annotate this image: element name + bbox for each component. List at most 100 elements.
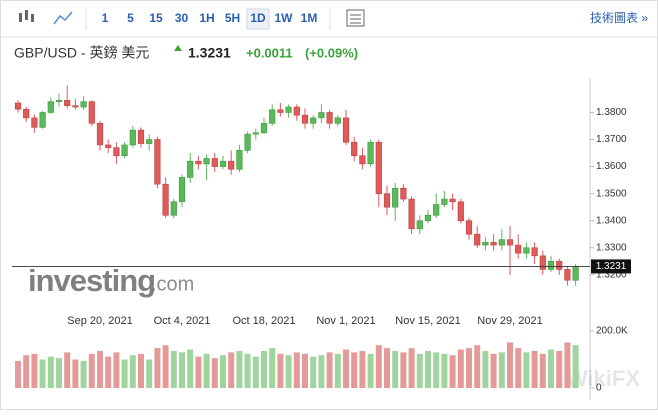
- volume-bar: [334, 353, 341, 388]
- candle-body: [392, 187, 399, 208]
- volume-bar: [15, 360, 21, 388]
- volume-bar: [539, 353, 546, 388]
- candle-body: [55, 99, 63, 102]
- candle-body: [121, 144, 128, 157]
- volume-bar: [490, 353, 497, 388]
- candle-body: [556, 260, 563, 270]
- interval-button[interactable]: 1W: [275, 11, 294, 25]
- change-percent: (+0.09%): [305, 45, 358, 60]
- candle-body: [113, 147, 120, 157]
- y-tick-label: 1.3500: [596, 188, 627, 199]
- volume-bar: [482, 350, 489, 388]
- volume-bar: [105, 356, 112, 388]
- volume-bar: [572, 345, 579, 388]
- candle-body: [498, 239, 505, 246]
- candle-body: [572, 266, 579, 281]
- candle-body: [23, 108, 30, 119]
- y-tick-label: 1.3800: [596, 107, 627, 118]
- volume-bar: [523, 352, 530, 388]
- candle-body: [219, 160, 227, 167]
- candle-body: [236, 150, 243, 170]
- interval-button[interactable]: 1M: [301, 11, 318, 25]
- volume-bar: [441, 353, 448, 388]
- volume-bar: [72, 359, 79, 388]
- candle-body: [433, 204, 440, 216]
- volume-bar: [261, 350, 267, 388]
- table-icon[interactable]: [346, 9, 365, 27]
- volume-bar: [326, 352, 333, 388]
- y2-tick-label: 200.0K: [596, 326, 628, 337]
- interval-button[interactable]: 1D: [250, 11, 266, 25]
- volume-bar: [351, 352, 358, 388]
- candle-icon[interactable]: [19, 10, 34, 22]
- candle-body: [293, 106, 300, 116]
- interval-button[interactable]: 5H: [225, 11, 240, 25]
- y-tick-label: 1.3300: [596, 242, 627, 253]
- advanced-chart-link[interactable]: 技術圖表 »: [590, 11, 648, 25]
- volume-bar: [375, 345, 382, 388]
- candle-body: [162, 183, 169, 216]
- x-tick-label: Sep 20, 2021: [67, 315, 132, 327]
- volume-bar: [384, 348, 390, 388]
- volume-bar: [318, 355, 325, 388]
- volume-bar: [302, 353, 308, 388]
- volume-bar: [392, 350, 399, 388]
- candle-body: [285, 106, 292, 113]
- up-arrow: [174, 45, 182, 51]
- last-price-box: [591, 259, 631, 274]
- volume-bar: [170, 350, 177, 388]
- interval-button[interactable]: 15: [149, 11, 163, 25]
- candle-body: [211, 158, 218, 167]
- selected-interval: [246, 8, 270, 30]
- volume-bar: [310, 356, 317, 388]
- pair-name: GBP/USD - 英鎊 美元: [14, 45, 149, 61]
- volume-bar: [515, 348, 522, 388]
- last-price-label: 1.3231: [596, 261, 627, 272]
- volume-bar: [80, 360, 87, 388]
- candle-body: [277, 109, 284, 113]
- candle-body: [351, 141, 358, 157]
- volume-bar: [457, 349, 464, 388]
- candle-body: [64, 99, 71, 107]
- candle-body: [367, 141, 374, 165]
- volume-bar: [220, 355, 226, 388]
- candle-body: [269, 109, 276, 124]
- volume-bar: [162, 345, 169, 388]
- volume-bar: [64, 352, 71, 388]
- x-tick-label: Nov 15, 2021: [395, 315, 460, 327]
- candle-body: [318, 112, 325, 119]
- candle-body: [424, 214, 432, 222]
- volume-bar: [507, 342, 513, 388]
- candle-body: [80, 101, 87, 108]
- candle-body: [547, 260, 555, 270]
- candle-body: [539, 255, 546, 270]
- line-icon[interactable]: [53, 11, 73, 25]
- volume-bar: [113, 352, 120, 388]
- volume-bar: [121, 359, 128, 388]
- candle-body: [203, 158, 210, 165]
- interval-button[interactable]: 1H: [199, 11, 214, 25]
- candle-body: [375, 141, 382, 194]
- volume-bar: [211, 358, 218, 388]
- volume-bar: [187, 349, 194, 388]
- candle-body: [47, 101, 54, 113]
- x-tick-label: Oct 18, 2021: [233, 315, 296, 327]
- candle-body: [187, 160, 194, 178]
- candle-body: [400, 187, 407, 200]
- candle-body: [490, 242, 497, 246]
- volume-bar: [228, 352, 235, 388]
- y-tick-label: 1.3400: [596, 215, 627, 226]
- interval-button[interactable]: 1: [102, 11, 109, 25]
- volume-bar: [252, 356, 259, 388]
- volume-bar: [343, 349, 349, 388]
- candle-body: [523, 247, 530, 254]
- interval-button[interactable]: 30: [175, 11, 189, 25]
- y-tick-label: 1.3200: [596, 269, 627, 280]
- interval-button[interactable]: 5: [127, 11, 134, 25]
- candle-body: [416, 220, 423, 230]
- watermark-brand: investing: [28, 263, 155, 298]
- candle-body: [342, 117, 350, 143]
- candle-body: [531, 247, 538, 257]
- overlay-watermark: WikiFX: [567, 366, 640, 391]
